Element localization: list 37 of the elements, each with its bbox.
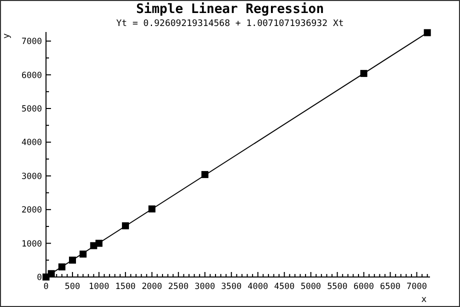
x-tick-label: 1000 — [88, 282, 110, 292]
x-tick-label: 4000 — [248, 282, 268, 292]
x-tick-label: 3000 — [194, 282, 216, 292]
point — [122, 222, 129, 230]
y-tick-label: 1000 — [22, 239, 42, 250]
point — [201, 171, 208, 178]
y-tick-label: 0 — [36, 273, 42, 283]
point — [68, 256, 76, 264]
point — [48, 270, 55, 278]
x-tick-label: 500 — [64, 282, 80, 292]
chart-title: Simple Linear Regression — [136, 2, 324, 17]
x-tick-label: 5000 — [300, 282, 322, 292]
x-tick-label: 5500 — [327, 282, 348, 292]
point — [360, 70, 368, 77]
y-tick-label: 5000 — [22, 104, 42, 114]
point — [148, 205, 156, 212]
x-tick-label: 4500 — [274, 282, 295, 292]
x-axis-title: x — [421, 295, 428, 305]
point — [80, 250, 87, 258]
chart-subtitle: Yt = 0.92609219314568 + 1.0071071936932 Xt — [116, 19, 344, 29]
point — [95, 240, 102, 247]
x-tick-label: 1500 — [115, 282, 136, 292]
y-tick-label: 7000 — [22, 37, 42, 48]
x-tick-label: 3500 — [221, 282, 242, 292]
x-tick-label: 0 — [43, 282, 49, 292]
y-tick-label: 6000 — [22, 70, 42, 81]
point — [424, 29, 431, 36]
y-axis-title: y — [2, 32, 12, 39]
point — [58, 263, 66, 270]
x-tick-label: 6500 — [380, 282, 401, 292]
x-tick-label: 7000 — [406, 282, 427, 292]
y-tick-label: 3000 — [22, 172, 42, 182]
y-tick-label: 2000 — [22, 206, 42, 216]
x-tick-label: 6000 — [354, 282, 374, 292]
y-tick-label: 4000 — [22, 138, 42, 148]
x-tick-label: 2000 — [142, 282, 162, 292]
x-tick-label: 2500 — [168, 282, 189, 292]
